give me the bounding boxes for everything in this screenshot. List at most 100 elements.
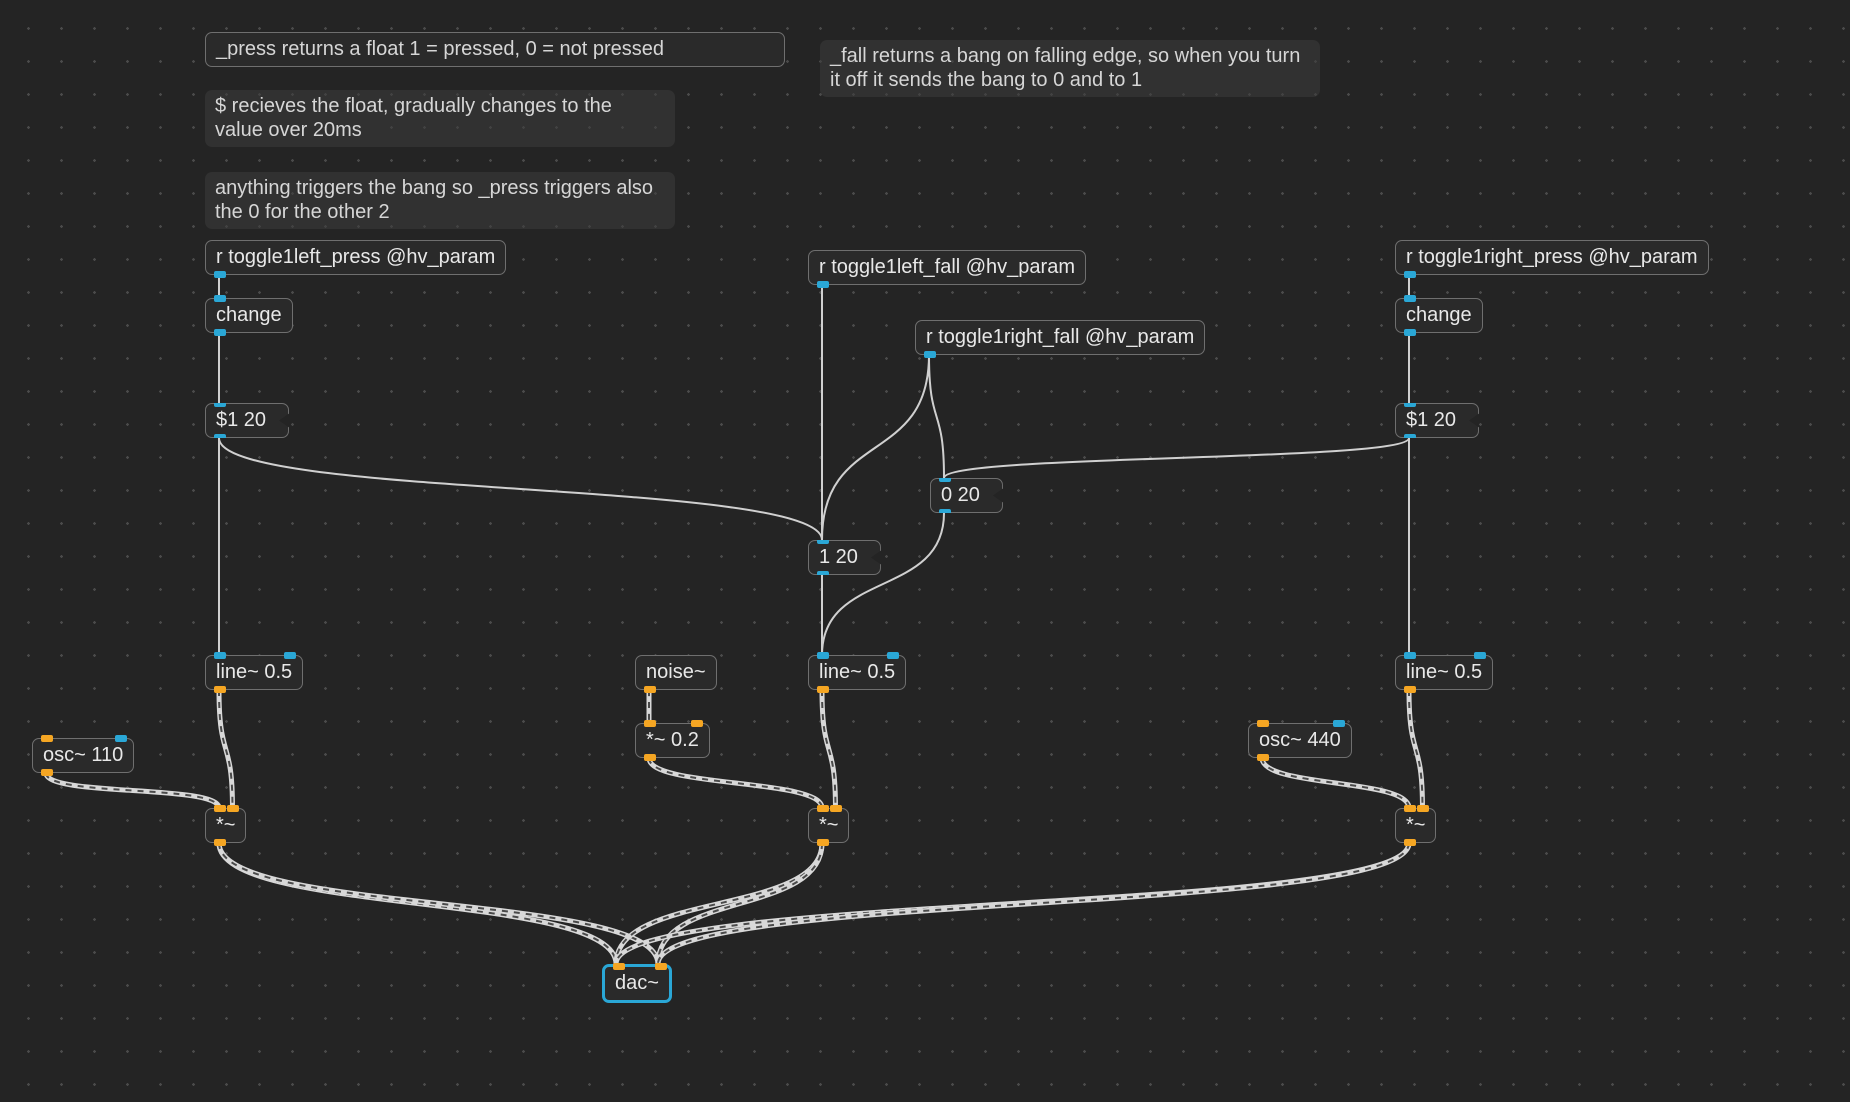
node-r_right_press[interactable]: r toggle1right_press @hv_param bbox=[1395, 240, 1709, 275]
outlet[interactable] bbox=[1404, 434, 1416, 441]
inlet[interactable] bbox=[214, 400, 226, 407]
outlet[interactable] bbox=[644, 754, 656, 761]
signal-wire[interactable] bbox=[822, 690, 835, 808]
node-osc110[interactable]: osc~ 110 bbox=[32, 738, 134, 773]
signal-wire-dash bbox=[219, 690, 232, 808]
signal-wire-dash bbox=[616, 843, 1409, 964]
inlet[interactable] bbox=[214, 652, 226, 659]
control-wire[interactable] bbox=[822, 513, 944, 655]
node-msg_r[interactable]: $1 20 bbox=[1395, 403, 1479, 438]
outlet[interactable] bbox=[644, 686, 656, 693]
node-line_l[interactable]: line~ 0.5 bbox=[205, 655, 303, 690]
node-text: r toggle1right_fall @hv_param bbox=[926, 326, 1194, 348]
node-text: line~ 0.5 bbox=[819, 661, 895, 683]
control-wire[interactable] bbox=[822, 355, 929, 540]
outlet[interactable] bbox=[41, 769, 53, 776]
inlet[interactable] bbox=[227, 805, 239, 812]
inlet[interactable] bbox=[1474, 652, 1486, 659]
signal-wire[interactable] bbox=[219, 690, 232, 808]
outlet[interactable] bbox=[214, 434, 226, 441]
node-mul_m[interactable]: *~ bbox=[808, 808, 849, 843]
node-change_l[interactable]: change bbox=[205, 298, 293, 333]
inlet[interactable] bbox=[1417, 805, 1429, 812]
outlet[interactable] bbox=[214, 839, 226, 846]
outlet[interactable] bbox=[1404, 839, 1416, 846]
outlet[interactable] bbox=[817, 281, 829, 288]
signal-wire-dash bbox=[658, 843, 1409, 964]
node-text: *~ bbox=[216, 814, 235, 836]
inlet[interactable] bbox=[830, 805, 842, 812]
node-r_right_fall[interactable]: r toggle1right_fall @hv_param bbox=[915, 320, 1205, 355]
inlet[interactable] bbox=[214, 805, 226, 812]
control-wire[interactable] bbox=[944, 438, 1409, 478]
node-line_r[interactable]: line~ 0.5 bbox=[1395, 655, 1493, 690]
signal-wire[interactable] bbox=[616, 843, 1409, 964]
outlet[interactable] bbox=[1404, 271, 1416, 278]
inlet[interactable] bbox=[1257, 720, 1269, 727]
outlet[interactable] bbox=[1404, 329, 1416, 336]
node-text: $1 20 bbox=[1406, 409, 1456, 431]
inlet[interactable] bbox=[817, 652, 829, 659]
signal-wire[interactable] bbox=[616, 843, 822, 964]
node-r_left_fall[interactable]: r toggle1left_fall @hv_param bbox=[808, 250, 1086, 285]
signal-wire[interactable] bbox=[219, 843, 616, 964]
node-noise[interactable]: noise~ bbox=[635, 655, 717, 690]
outlet[interactable] bbox=[817, 571, 829, 578]
inlet[interactable] bbox=[613, 963, 625, 970]
outlet[interactable] bbox=[817, 686, 829, 693]
node-msg_l[interactable]: $1 20 bbox=[205, 403, 289, 438]
signal-wire[interactable] bbox=[1262, 758, 1409, 808]
outlet[interactable] bbox=[1404, 686, 1416, 693]
inlet[interactable] bbox=[655, 963, 667, 970]
inlet[interactable] bbox=[41, 735, 53, 742]
outlet[interactable] bbox=[939, 509, 951, 516]
node-text: $ recieves the float, gradually changes … bbox=[215, 95, 612, 141]
node-r_left_press[interactable]: r toggle1left_press @hv_param bbox=[205, 240, 506, 275]
inlet[interactable] bbox=[817, 537, 829, 544]
inlet[interactable] bbox=[284, 652, 296, 659]
node-change_r[interactable]: change bbox=[1395, 298, 1483, 333]
inlet[interactable] bbox=[887, 652, 899, 659]
node-osc440[interactable]: osc~ 440 bbox=[1248, 723, 1352, 758]
node-text: change bbox=[1406, 304, 1472, 326]
outlet[interactable] bbox=[214, 271, 226, 278]
inlet[interactable] bbox=[691, 720, 703, 727]
node-msg_120[interactable]: 1 20 bbox=[808, 540, 881, 575]
signal-wire[interactable] bbox=[1409, 690, 1422, 808]
inlet[interactable] bbox=[214, 295, 226, 302]
inlet[interactable] bbox=[939, 475, 951, 482]
signal-wire-dash bbox=[649, 758, 822, 808]
signal-wire-dash bbox=[658, 843, 822, 964]
outlet[interactable] bbox=[214, 686, 226, 693]
signal-wire-dash bbox=[219, 843, 616, 964]
node-text: osc~ 110 bbox=[43, 744, 123, 766]
signal-wire[interactable] bbox=[658, 843, 822, 964]
node-mul_l[interactable]: *~ bbox=[205, 808, 246, 843]
node-dac[interactable]: dac~ bbox=[602, 964, 672, 1003]
inlet[interactable] bbox=[1404, 400, 1416, 407]
inlet[interactable] bbox=[1404, 652, 1416, 659]
inlet[interactable] bbox=[115, 735, 127, 742]
signal-wire[interactable] bbox=[46, 773, 219, 808]
signal-wire[interactable] bbox=[658, 843, 1409, 964]
inlet[interactable] bbox=[644, 720, 656, 727]
outlet[interactable] bbox=[214, 329, 226, 336]
inlet[interactable] bbox=[1404, 295, 1416, 302]
signal-wire[interactable] bbox=[219, 843, 658, 964]
inlet[interactable] bbox=[1333, 720, 1345, 727]
inlet[interactable] bbox=[817, 805, 829, 812]
patch-canvas[interactable]: _press returns a float 1 = pressed, 0 = … bbox=[0, 0, 1850, 1102]
inlet[interactable] bbox=[1404, 805, 1416, 812]
control-wire[interactable] bbox=[219, 438, 822, 540]
outlet[interactable] bbox=[924, 351, 936, 358]
signal-wire[interactable] bbox=[649, 758, 822, 808]
node-mul_r[interactable]: *~ bbox=[1395, 808, 1436, 843]
node-msg_020[interactable]: 0 20 bbox=[930, 478, 1003, 513]
control-wire[interactable] bbox=[929, 355, 944, 478]
outlet[interactable] bbox=[1257, 754, 1269, 761]
node-mul02[interactable]: *~ 0.2 bbox=[635, 723, 710, 758]
outlet[interactable] bbox=[817, 839, 829, 846]
node-line_m[interactable]: line~ 0.5 bbox=[808, 655, 906, 690]
node-c_fall: _fall returns a bang on falling edge, so… bbox=[820, 40, 1320, 97]
node-text: r toggle1left_fall @hv_param bbox=[819, 256, 1075, 278]
